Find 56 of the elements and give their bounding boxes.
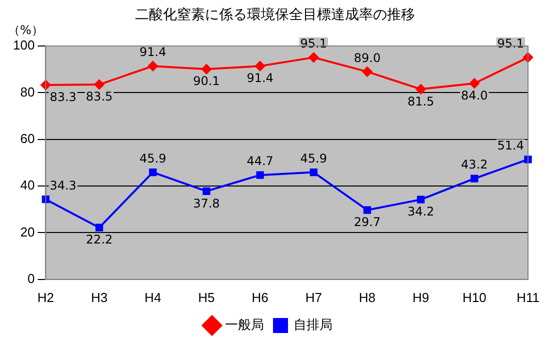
legend-label: 自排局 bbox=[294, 317, 332, 332]
point bbox=[40, 80, 51, 90]
point bbox=[94, 80, 104, 90]
point bbox=[470, 174, 478, 182]
point bbox=[469, 78, 480, 88]
point bbox=[363, 206, 372, 214]
data-label: 84.0 bbox=[461, 88, 488, 102]
data-label: 91.4 bbox=[246, 71, 274, 86]
x-tick-label: H6 bbox=[252, 290, 268, 305]
point bbox=[255, 61, 266, 72]
x-tick-label: H5 bbox=[198, 290, 215, 305]
y-axis-title: （%） bbox=[8, 22, 44, 39]
point bbox=[416, 84, 426, 94]
y-tick-label: 60 bbox=[20, 130, 35, 146]
point bbox=[202, 187, 210, 196]
data-label: 45.9 bbox=[140, 151, 166, 166]
y-tick-label: 100 bbox=[12, 38, 35, 53]
data-label: 43.2 bbox=[461, 158, 488, 172]
point bbox=[149, 168, 157, 176]
data-label: 83.3 bbox=[50, 90, 76, 104]
x-tick-label: H9 bbox=[412, 290, 430, 305]
y-tick-label: 0 bbox=[27, 270, 35, 286]
data-label: 51.4 bbox=[497, 138, 524, 153]
legend-label: 一般局 bbox=[225, 317, 264, 332]
data-label: 89.0 bbox=[354, 50, 381, 65]
data-label: 34.2 bbox=[407, 204, 434, 219]
x-tick-label: H2 bbox=[37, 290, 54, 305]
x-tick-label: H7 bbox=[305, 290, 322, 305]
point bbox=[362, 66, 372, 77]
data-label: 45.9 bbox=[300, 151, 327, 166]
x-tick-label: H8 bbox=[358, 290, 376, 305]
x-tick-label: H4 bbox=[144, 290, 162, 305]
data-label: 29.7 bbox=[354, 215, 381, 230]
point bbox=[148, 61, 158, 72]
y-tick-label: 20 bbox=[20, 224, 35, 240]
data-label: 83.5 bbox=[86, 90, 113, 104]
x-tick-label: H11 bbox=[516, 290, 540, 305]
x-tick-label: H10 bbox=[462, 290, 486, 305]
point bbox=[310, 168, 318, 176]
point bbox=[524, 156, 532, 164]
y-tick-label: 40 bbox=[20, 178, 35, 193]
point bbox=[416, 196, 425, 204]
point bbox=[308, 52, 319, 62]
point bbox=[201, 64, 212, 74]
data-label: 34.3 bbox=[50, 178, 76, 192]
data-label: 81.5 bbox=[407, 94, 434, 108]
chart-title: 二酸化窒素に係る環境保全目標達成率の推移 bbox=[134, 6, 416, 24]
point bbox=[95, 224, 104, 232]
data-label: 90.1 bbox=[193, 74, 220, 88]
point bbox=[256, 171, 264, 179]
data-label: 37.8 bbox=[193, 196, 220, 210]
data-label: 91.4 bbox=[140, 45, 166, 60]
data-label: 44.7 bbox=[246, 154, 274, 168]
y-tick-label: 80 bbox=[20, 84, 35, 100]
data-label: 22.2 bbox=[86, 232, 113, 247]
x-tick-label: H3 bbox=[90, 290, 108, 305]
